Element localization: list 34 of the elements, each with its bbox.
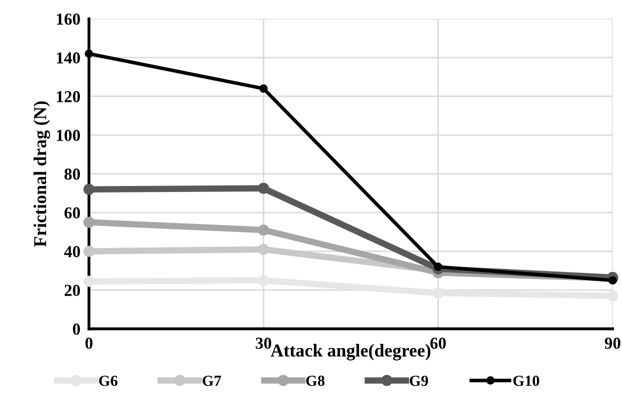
point (434, 262, 442, 271)
y-tick-label: 80 (64, 168, 80, 180)
point (83, 276, 94, 287)
x-tick-label: 90 (604, 338, 620, 349)
x-tick-label: 0 (85, 338, 92, 349)
y-tick-label: 140 (56, 52, 80, 64)
point (258, 244, 270, 255)
point (608, 276, 617, 285)
x-tick-label: 60 (430, 338, 446, 349)
y-tick-label: 100 (56, 130, 80, 142)
x-axis-title: Attack angle(degree) (270, 344, 430, 360)
y-tick-label: 160 (56, 14, 80, 25)
y-tick-label: 0 (72, 324, 80, 335)
point (259, 84, 268, 93)
point (432, 287, 444, 299)
legend-label: G6 (99, 376, 118, 386)
point (258, 182, 270, 194)
y-tick-label: 40 (64, 246, 80, 258)
point (84, 50, 94, 58)
y-tick-label: 20 (64, 284, 80, 296)
point (83, 216, 94, 228)
legend-label: G9 (410, 376, 428, 386)
legend-label: G8 (306, 376, 324, 386)
point (258, 224, 270, 236)
y-tick-label: 120 (56, 91, 80, 102)
point (83, 246, 94, 257)
point (258, 274, 270, 286)
y-tick-label: 60 (64, 207, 80, 219)
x-tick-label: 30 (256, 338, 272, 349)
point (607, 290, 618, 302)
y-axis-title: Frictional drag (N) (34, 101, 50, 247)
point (83, 184, 94, 195)
legend-label: G10 (513, 376, 540, 386)
legend-label: G7 (202, 376, 222, 386)
